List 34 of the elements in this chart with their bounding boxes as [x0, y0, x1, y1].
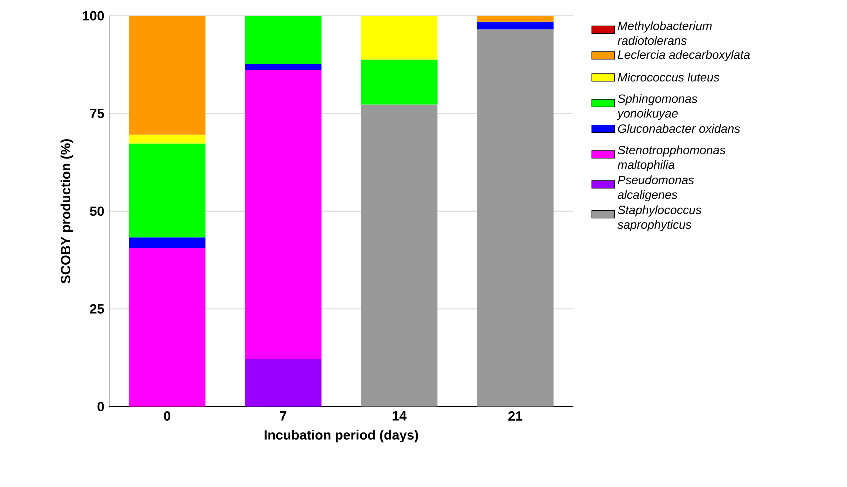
- x-tick-label: 7: [280, 412, 287, 421]
- y-tick-label: 0: [98, 402, 104, 412]
- bar: [129, 134, 206, 144]
- bar: [129, 238, 206, 249]
- bar: [477, 16, 554, 22]
- bar: [477, 22, 554, 30]
- x-tick-label: 14: [392, 412, 407, 421]
- x-tick-label: 21: [508, 412, 523, 421]
- x-tick-label: 0: [164, 412, 171, 422]
- legend-label: Staphylococcus saprophyticus: [618, 206, 702, 232]
- bar: [129, 144, 206, 238]
- legend-label: Pseudomonas alcaligenes: [618, 176, 694, 202]
- bar: [361, 104, 438, 407]
- bar: [361, 60, 438, 105]
- legend-label: Sphingomonas yonoikuyae: [617, 94, 698, 120]
- bar: [245, 16, 322, 65]
- legend-label: Leclercia adecarboxylata: [618, 50, 750, 62]
- y-tick-label: 25: [90, 304, 104, 314]
- bar: [245, 64, 322, 70]
- bar: [245, 359, 322, 407]
- bar: [129, 16, 206, 135]
- legend-label: Methylobacterium radiotolerans: [618, 22, 712, 46]
- legend-label: Stenotropphomonas maltophilia: [618, 146, 726, 172]
- y-axis-title: SCOBY production (%): [60, 140, 74, 284]
- bar: [361, 16, 438, 60]
- legend-label: Gluconabacter oxidans: [618, 124, 740, 134]
- y-tick-label: 75: [90, 109, 104, 118]
- y-tick-label: 50: [90, 206, 104, 216]
- bar: [129, 248, 206, 407]
- bar: [245, 70, 322, 360]
- x-axis-title: Incubation period (days): [264, 430, 418, 443]
- legend-label: Micrococcus luteus: [618, 73, 720, 82]
- bar: [477, 30, 554, 407]
- y-tick-label: 100: [83, 11, 104, 21]
